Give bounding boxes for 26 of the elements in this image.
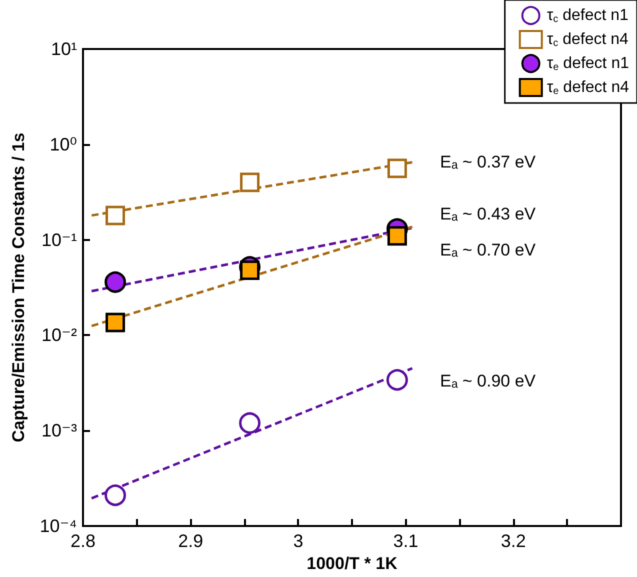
point <box>387 158 407 178</box>
annotation: Eₐ ~ 0.37 eV <box>440 152 536 172</box>
point <box>387 226 407 246</box>
y-axis-title: Capture/Emission Time Constants / 1s <box>9 132 28 442</box>
point <box>240 260 260 280</box>
x-tick-label: 2.9 <box>178 531 204 551</box>
y-tick-label: 10⁻³ <box>41 420 77 441</box>
x-axis-title: 1000/T * 1K <box>306 554 398 573</box>
x-tick-label: 3 <box>293 531 304 551</box>
annotation: Eₐ ~ 0.70 eV <box>440 240 536 260</box>
point <box>104 271 126 293</box>
point <box>106 312 126 332</box>
x-tick-label: 3.1 <box>393 531 418 551</box>
y-tick-label: 10⁻² <box>41 325 77 346</box>
point <box>106 206 126 226</box>
annotation: Eₐ ~ 0.43 eV <box>440 204 536 224</box>
x-tick-label: 2.8 <box>70 531 96 551</box>
y-tick-label: 10¹ <box>50 39 78 59</box>
x-tick-label: 3.2 <box>500 531 526 551</box>
y-tick-label: 10⁻¹ <box>41 230 77 250</box>
point <box>239 412 261 434</box>
y-tick-label: 10⁰ <box>50 134 77 154</box>
point <box>386 369 408 391</box>
point <box>240 172 260 192</box>
point <box>104 484 126 506</box>
annotation: Eₐ ~ 0.90 eV <box>440 372 536 390</box>
